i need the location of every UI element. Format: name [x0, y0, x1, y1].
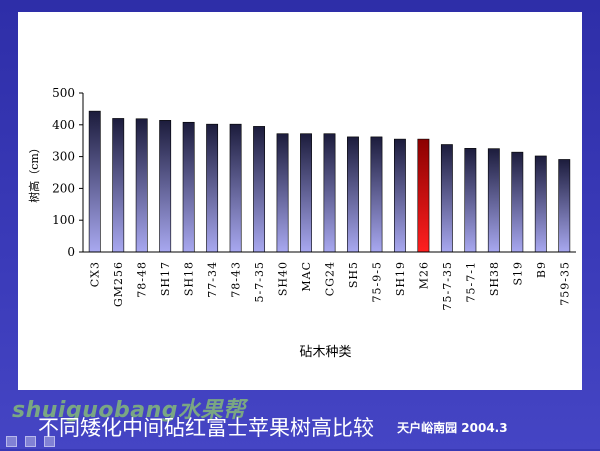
y-tick-label: 400 [52, 118, 75, 132]
nav-menu-icon[interactable] [44, 436, 56, 447]
x-tick-label: MAC [300, 261, 313, 292]
x-tick-label: 75-7-1 [464, 261, 477, 302]
x-tick-label: SH17 [159, 261, 172, 296]
watermark-logo: shuiguobang水果帮 [12, 398, 246, 423]
x-ticks-group: CX3 GM256 78-48 SH17 SH18 77-34 78-43 5-7-35 SH4… [89, 261, 572, 310]
bar-75-7-35 [440, 144, 453, 253]
x-tick-label: CX3 [89, 261, 102, 287]
y-tick-label: 100 [52, 213, 75, 227]
y-tick-label: 300 [52, 150, 75, 164]
x-tick-label: 75-7-35 [441, 261, 454, 310]
x-tick-label: GM256 [112, 261, 125, 307]
bar-77-34 [206, 123, 219, 253]
bar-chart: 0 100 200 300 400 500 CX3 GM256 78-48 SH17 SH18 77… [27, 86, 576, 360]
x-tick-label: CG24 [324, 261, 337, 296]
x-tick-label: SH40 [277, 261, 290, 296]
x-tick-label: 78-43 [230, 261, 243, 298]
x-tick-label: M26 [417, 261, 430, 289]
x-tick-label: S19 [511, 261, 524, 286]
bar-759-35 [558, 159, 571, 253]
bar-78-48 [135, 118, 148, 253]
bar-b9 [534, 155, 547, 253]
bar-cx3 [88, 110, 101, 253]
x-tick-label: 78-48 [136, 261, 149, 298]
x-tick-label: 75-9-5 [370, 261, 383, 302]
bar-gm256 [112, 118, 125, 253]
bar-5-7-35 [253, 126, 266, 253]
bars-group [88, 110, 571, 253]
bar-sh17 [159, 120, 172, 253]
bar-mac [300, 133, 312, 253]
bar-sh19 [393, 138, 406, 253]
y-ticks-group: 0 100 200 300 400 500 [52, 86, 83, 259]
x-tick-label: 5-7-35 [253, 261, 266, 302]
slide-title: 不同矮化中间砧红富士苹果树高比较 [38, 416, 374, 440]
x-tick-label: SH18 [183, 261, 196, 296]
bar-sh40 [276, 133, 289, 253]
bar-sh5 [347, 136, 359, 253]
x-axis-label: 砧木种类 [299, 345, 351, 360]
x-tick-label: SH19 [394, 261, 407, 296]
bar-m26 [417, 138, 430, 253]
x-tick-label: 759-35 [558, 261, 571, 306]
nav-next-icon[interactable] [25, 436, 37, 447]
bar-78-43 [229, 123, 242, 253]
y-tick-label: 200 [52, 181, 75, 195]
chart-panel: 0 100 200 300 400 500 CX3 GM256 78-48 SH17 SH18 77… [18, 12, 582, 390]
y-tick-label: 500 [52, 86, 75, 100]
slide-source: 天户峪南园 2004.3 [397, 420, 508, 435]
bar-sh18 [182, 121, 195, 253]
x-tick-label: 77-34 [206, 261, 219, 298]
bar-75-7-1 [464, 148, 477, 253]
y-tick-label: 0 [67, 245, 75, 259]
bar-s19 [511, 151, 524, 253]
nav-prev-icon[interactable] [6, 436, 17, 447]
x-tick-label: B9 [535, 261, 548, 278]
bar-cg24 [323, 133, 336, 253]
bar-sh38 [487, 148, 500, 253]
bar-75-9-5 [370, 136, 383, 253]
slide-navigation [6, 432, 58, 447]
x-tick-label: SH5 [347, 261, 360, 288]
x-tick-label: SH38 [488, 261, 501, 296]
y-axis-label: 树高（cm） [27, 142, 41, 203]
slide-caption: 不同矮化中间砧红富士苹果树高比较 天户峪南园 2004.3 [38, 412, 598, 442]
